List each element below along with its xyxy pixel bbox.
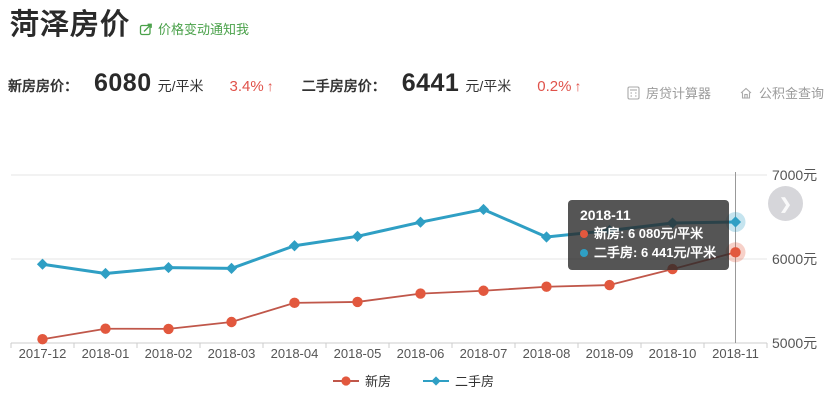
page-title: 菏泽房价 <box>10 9 131 41</box>
second-hand-line <box>41 207 737 276</box>
x-axis-label: 2018-04 <box>271 346 319 361</box>
new-house-marker-2018-08[interactable] <box>541 281 552 292</box>
second-hand-marker-2018-05[interactable] <box>351 230 364 242</box>
new-house-marker-2018-04[interactable] <box>289 297 300 309</box>
price-change-notify-link[interactable]: 价格变动通知我 <box>139 19 249 38</box>
legend-label: 二手房 <box>455 374 495 389</box>
house-icon <box>739 86 753 100</box>
mortgage-calculator-label: 房贷计算器 <box>646 86 712 101</box>
chart-legend: 新房 二手房 <box>0 371 827 390</box>
used-house-price-label: 二手房房价： <box>301 78 386 94</box>
x-axis-label: 2017-12 <box>19 346 67 361</box>
new-house-marker-2018-06[interactable] <box>415 288 426 299</box>
up-arrow-icon: ↑ <box>574 78 582 94</box>
new-house-marker-2018-03[interactable] <box>226 316 237 328</box>
up-arrow-icon: ↑ <box>266 78 274 94</box>
new-house-marker-2018-05[interactable] <box>352 296 363 308</box>
new-house-marker-2018-09[interactable] <box>604 279 615 291</box>
y-axis-label: 5000元 <box>772 335 817 351</box>
next-arrow-button[interactable]: ❯ <box>768 186 803 221</box>
new-house-marker-2017-12[interactable] <box>37 334 48 345</box>
second-hand-marker-2018-02[interactable] <box>162 261 175 274</box>
x-axis-label: 2018-03 <box>208 346 256 361</box>
new-house-marker-2018-02[interactable] <box>163 323 174 335</box>
y-axis-label: 6000元 <box>772 251 817 267</box>
x-axis-label: 2018-02 <box>145 346 193 361</box>
second-hand-marker-2018-09[interactable] <box>603 224 616 237</box>
x-axis-label: 2018-06 <box>397 346 445 361</box>
new-house-line <box>41 251 737 341</box>
x-axis-label: 2018-09 <box>586 346 634 361</box>
used-house-price-unit: 元/平米 <box>465 78 512 94</box>
new-house-marker-2018-11[interactable] <box>730 247 741 258</box>
mortgage-calculator-link[interactable]: 房贷计算器 <box>627 83 711 102</box>
x-axis-label: 2018-05 <box>334 346 382 361</box>
second-hand-marker-2018-11[interactable] <box>729 216 742 228</box>
legend-second-hand[interactable]: 二手房 <box>423 371 494 390</box>
second-hand-marker-2018-03[interactable] <box>225 262 238 275</box>
x-axis-label: 2018-11 <box>712 346 759 361</box>
new-house-marker-2018-07[interactable] <box>478 285 489 296</box>
housing-fund-query-label: 公积金查询 <box>759 86 825 101</box>
legend-label: 新房 <box>364 374 391 389</box>
second-hand-marker-2018-08[interactable] <box>540 231 553 243</box>
housing-fund-query-link[interactable]: 公积金查询 <box>739 83 824 102</box>
second-hand-marker-2018-10[interactable] <box>666 217 679 229</box>
y-axis-label: 7000元 <box>772 167 817 183</box>
used-house-change-pct: 0.2% <box>537 78 572 95</box>
legend-marker-icon <box>423 375 449 386</box>
second-hand-marker-2018-01[interactable] <box>99 267 112 280</box>
chevron-right-icon: ❯ <box>779 195 792 213</box>
second-hand-marker-2018-06[interactable] <box>414 216 427 228</box>
second-hand-marker-2017-12[interactable] <box>36 258 49 270</box>
second-hand-marker-2018-07[interactable] <box>477 203 490 216</box>
legend-marker-icon <box>332 375 359 386</box>
x-axis-label: 2018-08 <box>523 346 571 361</box>
trend-notify-icon <box>139 22 153 36</box>
new-house-price-unit: 元/平米 <box>157 78 204 94</box>
new-house-marker-2018-01[interactable] <box>100 323 111 334</box>
x-axis-label: 2018-10 <box>649 346 697 361</box>
new-house-price-label: 新房房价： <box>8 78 78 94</box>
x-axis-label: 2018-01 <box>82 346 130 361</box>
notify-link-label: 价格变动通知我 <box>158 22 250 37</box>
price-stats: 新房房价： 6080 元/平米 3.4% ↑ 二手房房价： 6441 元/平米 … <box>8 69 581 98</box>
calculator-icon <box>627 85 640 100</box>
legend-new-house[interactable]: 新房 <box>332 371 391 390</box>
used-house-price-value: 6441 <box>401 69 460 97</box>
new-house-price-value: 6080 <box>94 69 152 97</box>
new-house-marker-2018-10[interactable] <box>667 263 678 275</box>
x-axis-label: 2018-07 <box>460 346 508 361</box>
second-hand-marker-2018-04[interactable] <box>288 240 301 252</box>
new-house-change-pct: 3.4% <box>229 78 264 95</box>
